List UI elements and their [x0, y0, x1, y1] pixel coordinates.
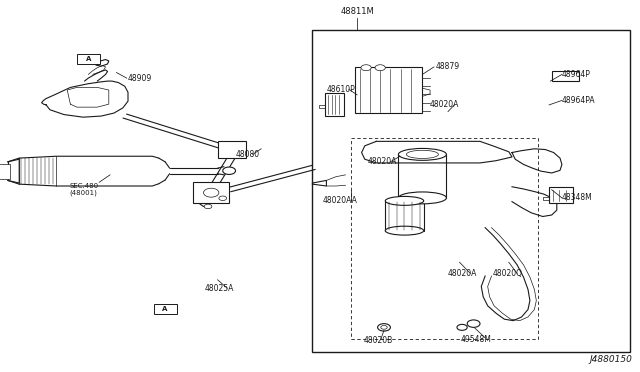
- Ellipse shape: [398, 148, 447, 160]
- Text: A: A: [163, 306, 168, 312]
- Circle shape: [223, 167, 236, 174]
- Bar: [355, 67, 422, 113]
- Bar: [218, 141, 246, 158]
- Text: 48879: 48879: [435, 62, 460, 71]
- Text: 48025A: 48025A: [205, 284, 234, 293]
- Bar: [0, 164, 10, 179]
- Bar: [552, 71, 579, 81]
- Circle shape: [375, 65, 385, 71]
- Bar: [193, 182, 229, 203]
- Text: 48020A: 48020A: [430, 100, 460, 109]
- Text: 48909: 48909: [128, 74, 152, 83]
- Text: 49548M: 49548M: [461, 335, 492, 344]
- Circle shape: [219, 196, 227, 201]
- Ellipse shape: [398, 192, 447, 204]
- Bar: [549, 187, 573, 203]
- Text: 48964PA: 48964PA: [562, 96, 596, 105]
- Text: 48020AA: 48020AA: [323, 196, 357, 205]
- Ellipse shape: [385, 196, 424, 205]
- Circle shape: [457, 324, 467, 330]
- Bar: [154, 304, 177, 314]
- Text: 48080: 48080: [236, 150, 260, 159]
- Circle shape: [378, 324, 390, 331]
- Text: 48348M: 48348M: [562, 193, 593, 202]
- Bar: [77, 54, 100, 64]
- Text: 48811M: 48811M: [340, 7, 374, 16]
- Text: 48020A: 48020A: [368, 157, 397, 166]
- Bar: [325, 93, 344, 116]
- Bar: [312, 30, 630, 352]
- Text: J4880150: J4880150: [589, 355, 632, 364]
- Circle shape: [361, 65, 371, 71]
- Text: A: A: [86, 56, 91, 62]
- Text: SEC.480
(48001): SEC.480 (48001): [69, 183, 99, 196]
- Text: 48020B: 48020B: [364, 336, 393, 345]
- Circle shape: [381, 326, 387, 329]
- Circle shape: [467, 320, 480, 327]
- Text: 48964P: 48964P: [562, 70, 591, 79]
- Text: 48020A: 48020A: [448, 269, 477, 278]
- Ellipse shape: [385, 226, 424, 235]
- Text: 48610P: 48610P: [326, 85, 355, 94]
- Bar: [351, 138, 538, 339]
- Text: 48020Q: 48020Q: [493, 269, 523, 278]
- Ellipse shape: [406, 150, 438, 158]
- Circle shape: [204, 204, 212, 209]
